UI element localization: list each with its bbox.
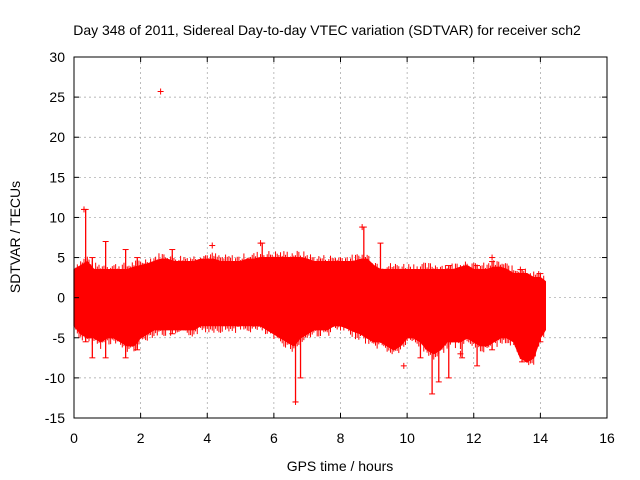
data-point [359,224,366,231]
y-tick-label: 5 [57,250,65,266]
x-tick-label: 8 [337,430,345,446]
x-tick-label: 0 [70,430,78,446]
data-layer [73,88,546,405]
x-tick-label: 14 [533,430,549,446]
chart-title: Day 348 of 2011, Sidereal Day-to-day VTE… [73,22,581,38]
data-point [292,398,299,405]
y-tick-label: 30 [49,49,65,65]
data-point [80,206,87,213]
ticks: -15 -10 -5 0 5 10 15 20 25 30 0 2 4 6 8 10 12 14 16 [45,49,615,446]
y-axis-label: SDTVAR / TECUs [7,181,23,293]
data-point [457,350,464,357]
x-tick-label: 2 [137,430,145,446]
y-tick-label: -10 [45,370,65,386]
x-axis-label: GPS time / hours [287,458,394,474]
x-tick-label: 6 [270,430,278,446]
data-point [400,362,407,369]
y-tick-label: 25 [49,89,65,105]
y-tick-label: 0 [57,290,65,306]
data-point [157,88,164,95]
data-point [517,266,524,273]
y-tick-label: -15 [45,410,65,426]
x-tick-label: 4 [203,430,211,446]
data-point [257,240,264,247]
data-point [209,242,216,249]
data-point [489,254,496,261]
x-tick-label: 16 [599,430,615,446]
x-tick-label: 10 [399,430,415,446]
y-tick-label: 20 [49,129,65,145]
y-tick-label: 15 [49,169,65,185]
y-tick-label: -5 [53,330,66,346]
y-tick-label: 10 [49,209,65,225]
x-tick-label: 12 [466,430,482,446]
